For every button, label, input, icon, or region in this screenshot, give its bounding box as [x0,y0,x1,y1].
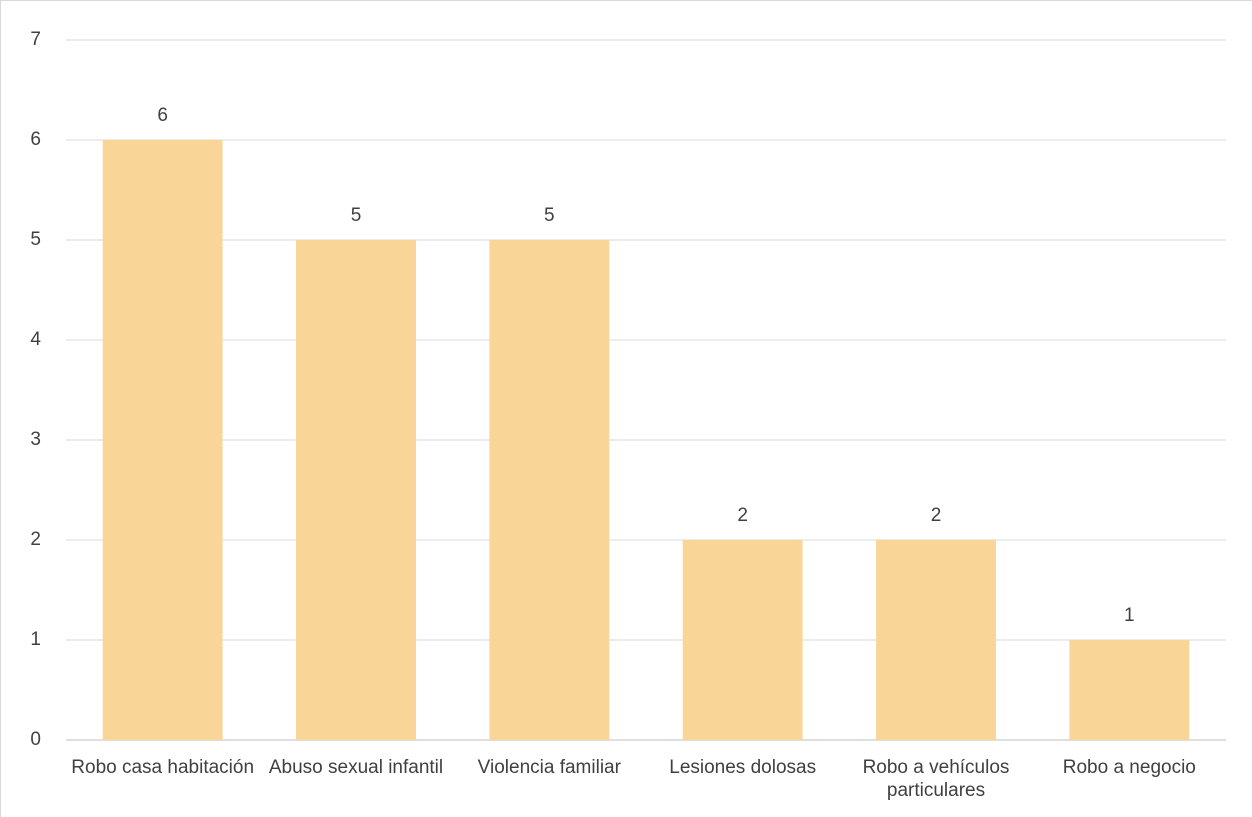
data-label: 5 [351,205,362,226]
data-label: 2 [737,505,748,526]
bar [876,540,996,740]
data-label: 6 [157,105,168,126]
y-tick-label: 0 [30,729,41,750]
bar [1069,640,1190,740]
y-tick-label: 3 [30,429,41,450]
bar [489,240,610,740]
bar [682,540,803,740]
y-tick-label: 5 [30,229,41,250]
y-tick-label: 7 [30,29,41,50]
x-tick-label: Robo casa habitación [71,757,255,778]
data-label: 2 [931,505,942,526]
y-tick-label: 6 [30,129,41,150]
x-tick-label: Abuso sexual infantil [268,757,444,778]
x-tick-label: Lesiones dolosas [669,757,817,778]
y-tick-label: 2 [30,529,41,550]
y-tick-label: 1 [30,629,41,650]
data-label: 1 [1124,605,1135,626]
bar [296,240,416,740]
x-tick-label: Robo a vehículos particulares [862,757,1010,801]
x-tick-label: Violencia familiar [477,757,621,778]
y-tick-label: 4 [30,329,41,350]
x-tick-label: Robo a negocio [1062,757,1196,778]
data-label: 5 [544,205,555,226]
bar [102,140,223,740]
